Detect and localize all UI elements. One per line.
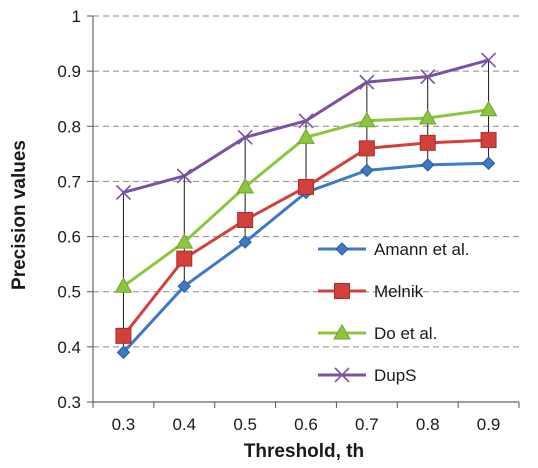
legend-label: DupS [374, 366, 417, 385]
data-point [298, 113, 314, 129]
y-tick-label: 0.4 [57, 338, 81, 357]
data-point [238, 235, 252, 249]
legend-label: Do et al. [374, 324, 437, 343]
y-axis-label: Precision values [9, 140, 30, 290]
y-tick-label: 0.8 [57, 117, 81, 136]
data-point [175, 233, 194, 249]
data-point [357, 111, 376, 128]
data-point [176, 168, 192, 184]
data-point [115, 327, 132, 344]
legend-entry: Melnik [318, 282, 424, 301]
data-point [236, 177, 255, 194]
y-tick-label: 0.5 [57, 283, 81, 302]
legend-marker [333, 323, 351, 340]
data-point [480, 132, 497, 149]
x-tick-label: 0.3 [112, 415, 136, 434]
series-melnik [115, 132, 497, 344]
legend-marker [335, 242, 349, 256]
y-tick-label: 1 [72, 7, 81, 26]
y-tick-label: 0.7 [57, 172, 81, 191]
legend-marker [334, 367, 350, 383]
tick-labels: 0.3 0.4 0.5 0.6 0.7 0.8 0.9 1 0.3 0.4 0.5 0.6 0.7 0.8… [57, 7, 500, 434]
data-point [176, 250, 193, 267]
drop-lines [122, 60, 490, 353]
y-tick-label: 0.3 [57, 393, 81, 412]
legend-label: Melnik [374, 282, 424, 301]
x-axis-label: Threshold, th [244, 441, 364, 462]
data-point [418, 109, 437, 125]
y-tick-label: 0.9 [57, 62, 81, 81]
data-point [419, 134, 436, 151]
data-point [359, 74, 375, 90]
legend-label: Amann et al. [374, 240, 469, 259]
data-point [298, 178, 314, 195]
data-point [481, 156, 496, 170]
data-point [237, 129, 253, 145]
data-point [360, 163, 374, 178]
x-tick-label: 0.4 [172, 415, 196, 434]
data-point [114, 277, 133, 293]
x-tick-label: 0.9 [477, 415, 501, 434]
data-point [177, 279, 191, 293]
x-tick-label: 0.8 [416, 415, 440, 434]
legend-marker [334, 283, 350, 299]
series-dups [115, 52, 497, 201]
x-tick-label: 0.7 [355, 415, 379, 434]
data-point [420, 69, 436, 85]
data-point [297, 128, 315, 144]
legend-entry: DupS [318, 366, 417, 385]
data-point [481, 52, 497, 68]
data-point [116, 345, 131, 360]
x-tick-label: 0.5 [233, 415, 257, 434]
data-point [479, 100, 498, 117]
legend-entry: Amann et al. [318, 240, 469, 259]
data-point [115, 184, 131, 201]
data-point [358, 140, 375, 157]
legend: Amann et al. Melnik Do et al. DupS [318, 240, 469, 385]
series-do-et-al [114, 100, 498, 293]
x-tick-label: 0.6 [294, 415, 318, 434]
series-group [114, 52, 498, 360]
data-point [237, 212, 254, 229]
y-tick-label: 0.6 [57, 228, 81, 247]
legend-entry: Do et al. [318, 323, 437, 343]
axes [87, 15, 520, 408]
data-point [421, 158, 435, 172]
